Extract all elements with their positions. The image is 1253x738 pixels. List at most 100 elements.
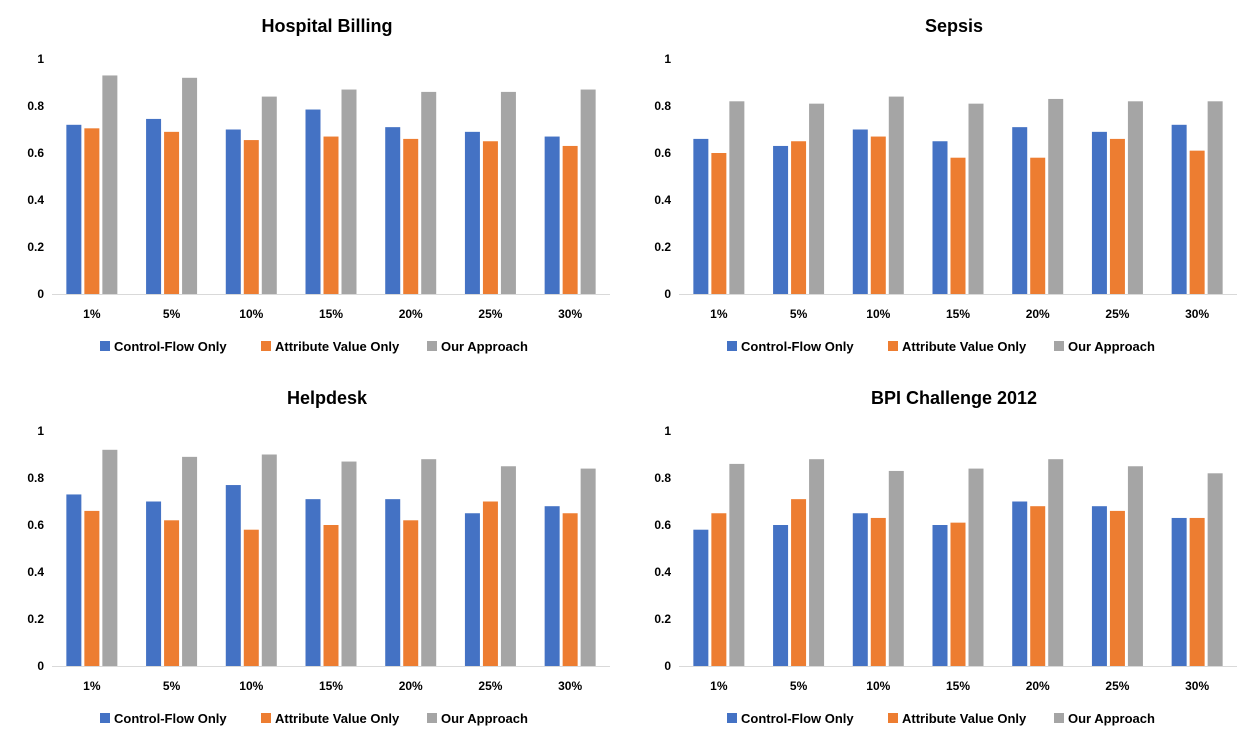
y-tick-label: 0.8 bbox=[654, 99, 671, 113]
bar-control-flow-only-5 bbox=[773, 145, 789, 294]
bar-attribute-value-only-15 bbox=[950, 157, 966, 294]
x-tick-label: 10% bbox=[239, 679, 263, 693]
bar-control-flow-only-1 bbox=[66, 124, 82, 294]
y-tick-label: 0.2 bbox=[27, 240, 44, 254]
bar-control-flow-only-25 bbox=[1091, 131, 1107, 294]
bar-our-approach-1 bbox=[102, 449, 118, 666]
y-tick-label: 0.8 bbox=[27, 99, 44, 113]
x-tick-label: 20% bbox=[1026, 679, 1050, 693]
bar-attribute-value-only-20 bbox=[1030, 157, 1046, 294]
bar-control-flow-only-15 bbox=[932, 141, 948, 294]
bar-control-flow-only-20 bbox=[1012, 501, 1028, 666]
legend-label-control-flow-only: Control-Flow Only bbox=[741, 339, 854, 354]
bar-our-approach-15 bbox=[341, 461, 357, 666]
y-tick-label: 1 bbox=[37, 52, 44, 66]
y-tick-label: 0.8 bbox=[27, 471, 44, 485]
legend-label-control-flow-only: Control-Flow Only bbox=[741, 711, 854, 726]
y-tick-label: 0.6 bbox=[27, 518, 44, 532]
x-tick-label: 5% bbox=[790, 307, 808, 321]
bar-attribute-value-only-20 bbox=[1030, 506, 1046, 666]
bar-our-approach-5 bbox=[182, 456, 198, 666]
x-tick-label: 20% bbox=[1026, 307, 1050, 321]
x-tick-label: 5% bbox=[163, 307, 181, 321]
x-tick-label: 25% bbox=[478, 679, 502, 693]
bar-control-flow-only-5 bbox=[146, 118, 162, 294]
x-tick-label: 25% bbox=[478, 307, 502, 321]
legend-label-control-flow-only: Control-Flow Only bbox=[114, 711, 227, 726]
bar-attribute-value-only-5 bbox=[791, 499, 807, 666]
legend-label-attribute-value-only: Attribute Value Only bbox=[275, 339, 400, 354]
bar-attribute-value-only-25 bbox=[482, 141, 498, 294]
x-tick-label: 30% bbox=[558, 307, 582, 321]
y-tick-label: 0 bbox=[37, 287, 44, 301]
x-tick-label: 25% bbox=[1105, 679, 1129, 693]
legend-label-our-approach: Our Approach bbox=[441, 711, 528, 726]
bar-attribute-value-only-30 bbox=[562, 513, 578, 666]
legend-swatch-control-flow-only bbox=[727, 341, 737, 351]
bar-our-approach-10 bbox=[888, 470, 904, 666]
bar-control-flow-only-20 bbox=[1012, 127, 1028, 295]
legend-swatch-our-approach bbox=[1054, 713, 1064, 723]
y-tick-label: 0.4 bbox=[654, 193, 671, 207]
bar-control-flow-only-1 bbox=[66, 494, 82, 666]
bar-control-flow-only-10 bbox=[852, 129, 868, 294]
chart-title: Helpdesk bbox=[287, 388, 368, 408]
bar-control-flow-only-1 bbox=[693, 529, 709, 666]
legend-swatch-attribute-value-only bbox=[888, 713, 898, 723]
bar-our-approach-15 bbox=[968, 103, 984, 295]
legend-swatch-control-flow-only bbox=[100, 341, 110, 351]
bar-our-approach-15 bbox=[341, 89, 357, 294]
y-tick-label: 0.4 bbox=[27, 193, 44, 207]
x-tick-label: 1% bbox=[83, 679, 101, 693]
bar-control-flow-only-25 bbox=[1091, 506, 1107, 666]
bar-attribute-value-only-15 bbox=[323, 136, 339, 294]
legend-swatch-control-flow-only bbox=[727, 713, 737, 723]
legend-swatch-attribute-value-only bbox=[261, 713, 271, 723]
y-tick-label: 1 bbox=[664, 424, 671, 438]
bar-attribute-value-only-10 bbox=[243, 529, 259, 666]
x-tick-label: 20% bbox=[399, 307, 423, 321]
x-tick-label: 1% bbox=[83, 307, 101, 321]
bar-attribute-value-only-5 bbox=[164, 520, 180, 666]
bar-our-approach-10 bbox=[261, 454, 277, 666]
bar-control-flow-only-10 bbox=[225, 485, 241, 666]
bar-attribute-value-only-25 bbox=[1109, 138, 1125, 294]
bar-control-flow-only-15 bbox=[305, 499, 321, 666]
x-tick-label: 15% bbox=[319, 679, 343, 693]
bar-our-approach-5 bbox=[809, 103, 825, 295]
bar-attribute-value-only-20 bbox=[403, 520, 419, 666]
bar-our-approach-25 bbox=[500, 466, 516, 666]
x-tick-label: 30% bbox=[1185, 679, 1209, 693]
legend-label-attribute-value-only: Attribute Value Only bbox=[902, 339, 1027, 354]
bar-control-flow-only-15 bbox=[932, 525, 948, 666]
bar-attribute-value-only-15 bbox=[950, 522, 966, 666]
x-tick-label: 10% bbox=[239, 307, 263, 321]
bar-attribute-value-only-25 bbox=[1109, 510, 1125, 666]
y-tick-label: 0 bbox=[664, 287, 671, 301]
y-tick-label: 0.4 bbox=[27, 565, 44, 579]
bar-attribute-value-only-20 bbox=[403, 138, 419, 294]
y-tick-label: 0.6 bbox=[27, 146, 44, 160]
bar-control-flow-only-10 bbox=[225, 129, 241, 294]
y-tick-label: 0.2 bbox=[27, 612, 44, 626]
bar-attribute-value-only-30 bbox=[562, 145, 578, 294]
bar-our-approach-20 bbox=[1048, 459, 1064, 666]
bar-our-approach-10 bbox=[261, 96, 277, 294]
bar-our-approach-30 bbox=[580, 89, 596, 294]
bar-attribute-value-only-1 bbox=[711, 513, 727, 666]
bar-control-flow-only-30 bbox=[544, 506, 560, 666]
legend-label-our-approach: Our Approach bbox=[1068, 339, 1155, 354]
bar-our-approach-1 bbox=[102, 75, 118, 294]
x-tick-label: 5% bbox=[163, 679, 181, 693]
bar-our-approach-25 bbox=[500, 91, 516, 295]
chart-sepsis: Sepsis 0 0.2 0.4 0.6 0.8 1 1% 5% 10% 15% 20% 25% 30% C… bbox=[654, 16, 1237, 354]
bar-attribute-value-only-10 bbox=[243, 140, 259, 294]
bar-attribute-value-only-5 bbox=[791, 141, 807, 294]
x-tick-label: 15% bbox=[946, 307, 970, 321]
bar-attribute-value-only-15 bbox=[323, 525, 339, 666]
y-tick-label: 0 bbox=[37, 659, 44, 673]
bar-control-flow-only-5 bbox=[146, 501, 162, 666]
bar-our-approach-20 bbox=[1048, 98, 1064, 294]
bar-attribute-value-only-1 bbox=[84, 128, 100, 294]
bar-control-flow-only-1 bbox=[693, 138, 709, 294]
